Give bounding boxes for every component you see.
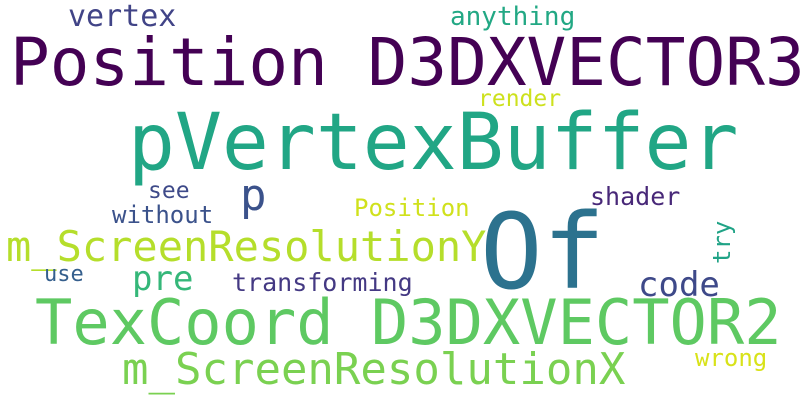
word-of: Of — [480, 191, 606, 313]
word-position-d3dxvector3: Position D3DXVECTOR3 — [10, 24, 800, 101]
word-anything: anything — [450, 2, 576, 32]
word-wrong: wrong — [695, 344, 768, 372]
word-texcoord-d3dxvector2: TexCoord D3DXVECTOR2 — [35, 286, 782, 359]
word-p: p — [240, 170, 267, 221]
word-code: code — [638, 265, 720, 305]
word-without: without — [112, 201, 214, 229]
word-position: Position — [354, 194, 470, 222]
word-pvertexbuffer: pVertexBuffer — [128, 98, 739, 188]
word-pre: pre — [132, 259, 194, 299]
word-use: use — [44, 262, 84, 287]
word-see: see — [148, 178, 190, 204]
word-m-screenresolutionx: m_ScreenResolutionX — [122, 344, 626, 395]
word-render: render — [478, 86, 562, 112]
word-shader: shader — [590, 182, 681, 211]
word-transforming: transforming — [232, 268, 413, 297]
word-try: try — [708, 220, 736, 264]
word-vertex: vertex — [68, 0, 177, 34]
word-m-screenresolutiony: m_ScreenResolutionY — [6, 222, 487, 271]
